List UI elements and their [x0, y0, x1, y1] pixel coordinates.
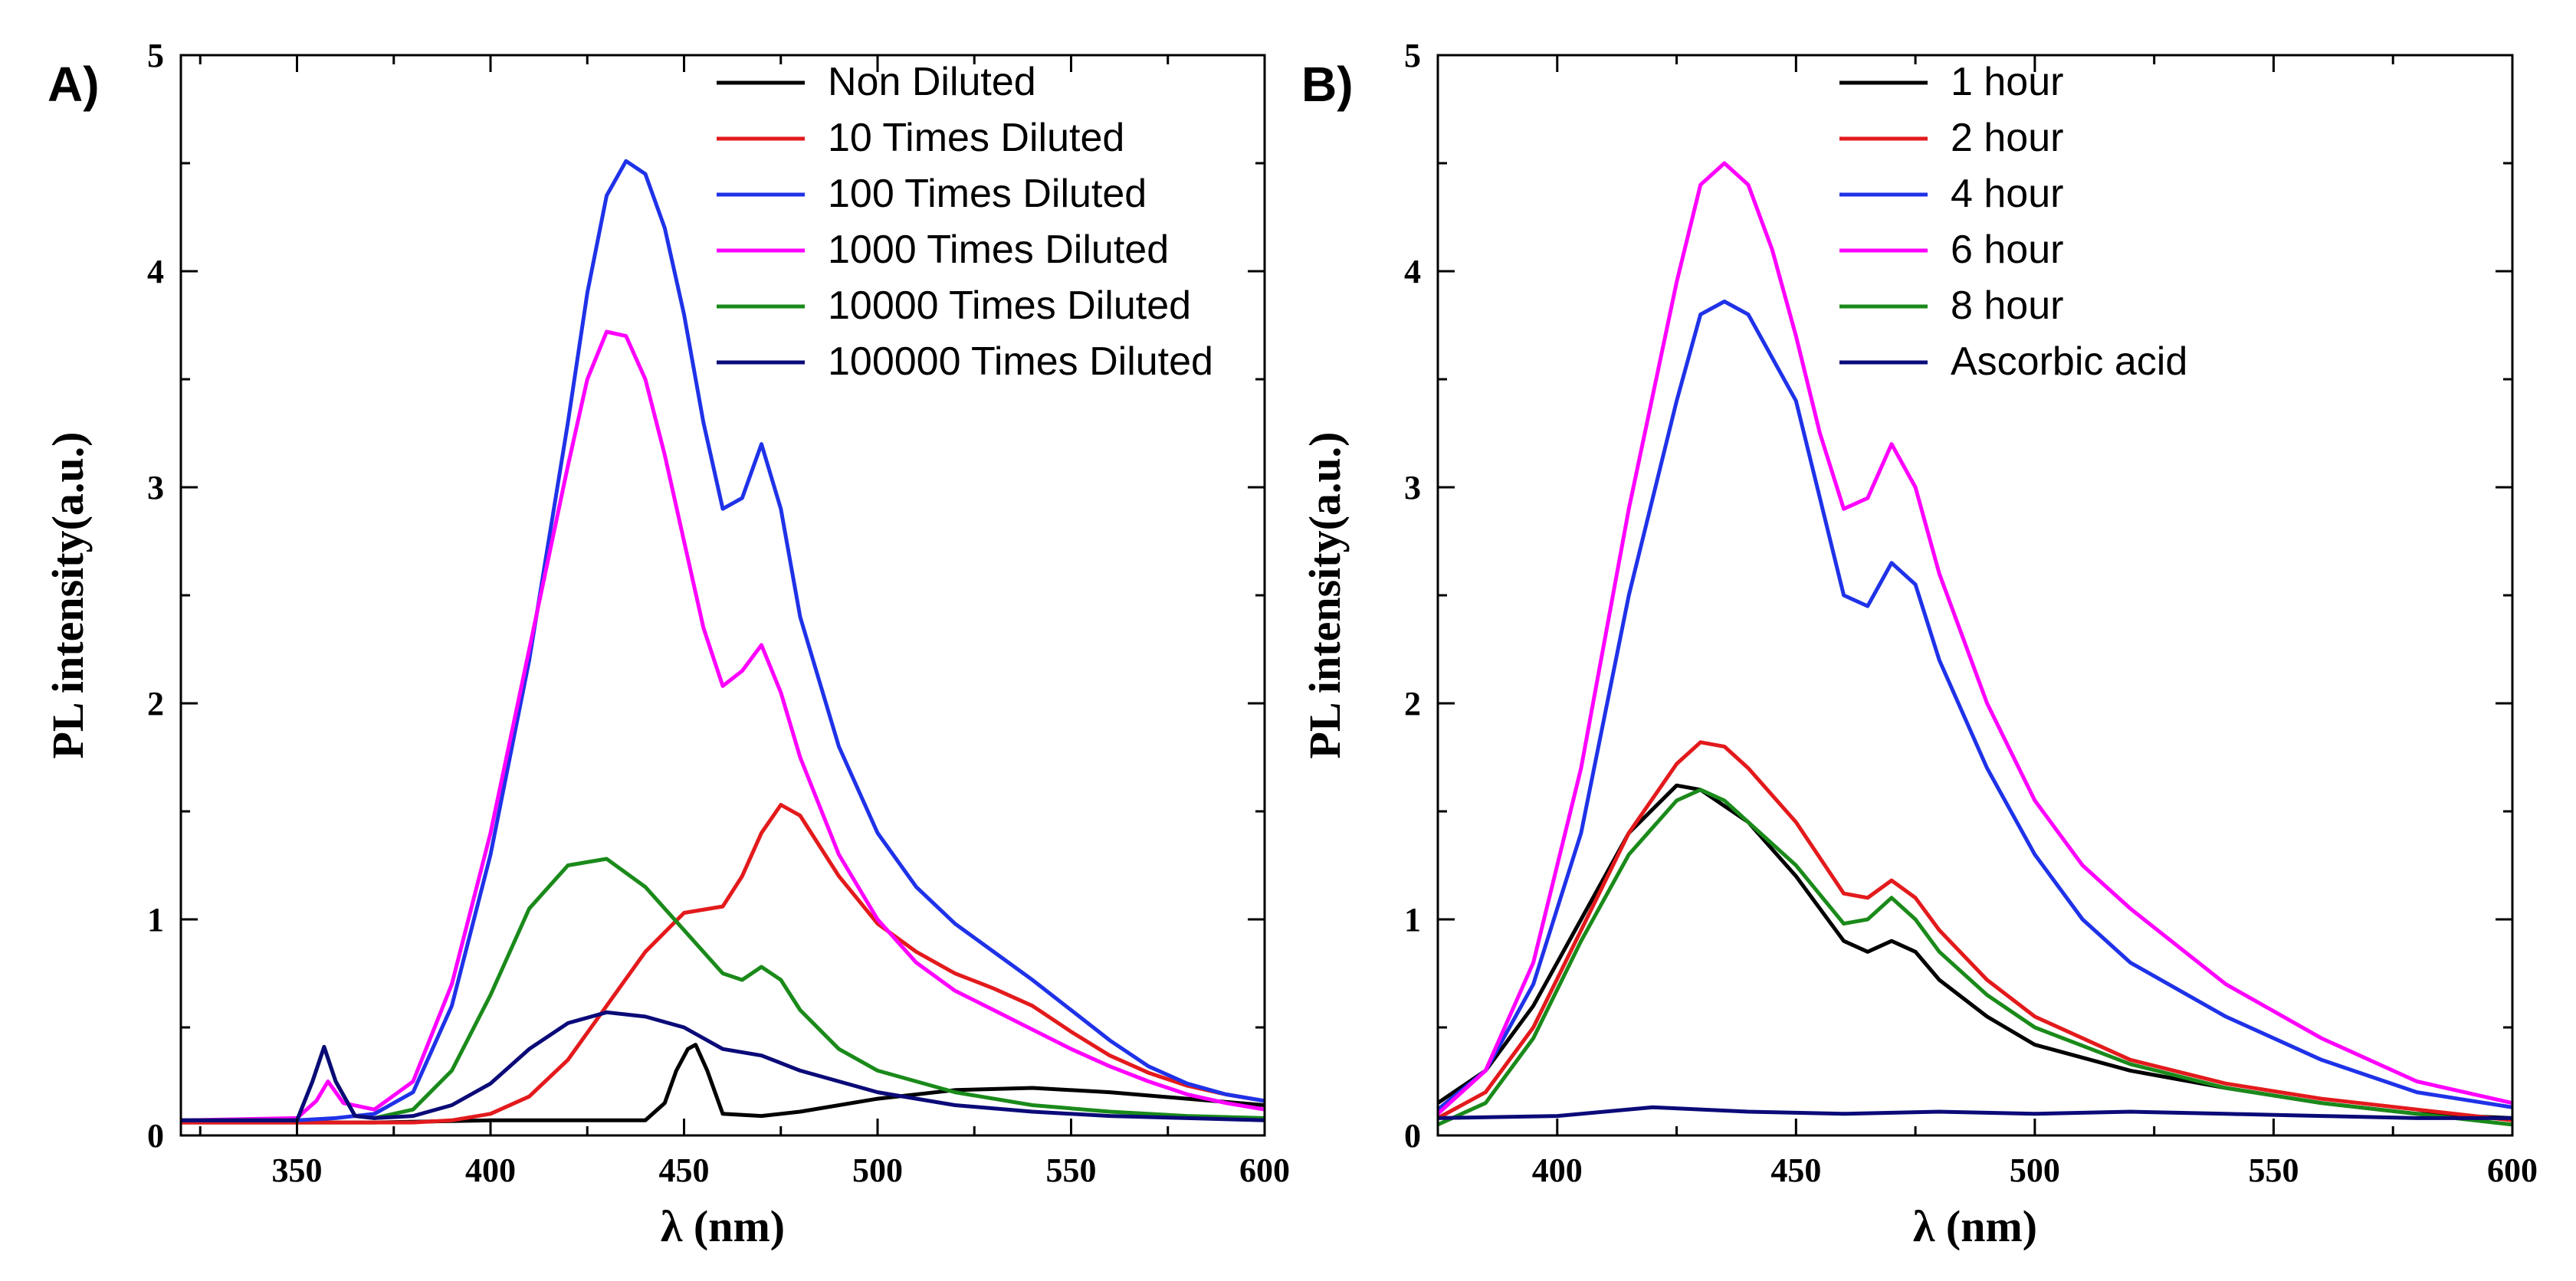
x-axis-title: λ (nm): [661, 1201, 785, 1251]
legend-label-1-hour: 1 hour: [1951, 60, 2063, 104]
x-tick-label: 350: [272, 1152, 323, 1189]
y-tick-label: 3: [147, 469, 164, 506]
x-axis-title: λ (nm): [1913, 1201, 2037, 1251]
y-tick-label: 5: [1404, 37, 1421, 74]
series-line-100-times-diluted: [181, 159, 1265, 1122]
x-tick-label: 550: [1046, 1152, 1097, 1189]
series-line-2-hour: [1438, 740, 2512, 1122]
legend-label-4-hour: 4 hour: [1951, 172, 2063, 216]
y-tick-label: 1: [147, 901, 164, 939]
x-tick-label: 500: [852, 1152, 903, 1189]
series-line-10-times-diluted: [181, 803, 1265, 1125]
legend-label-non-diluted: Non Diluted: [828, 60, 1036, 104]
y-axis-title: PL intensity(a.u.): [1300, 432, 1350, 759]
series-line-8-hour: [1438, 788, 2512, 1127]
panel-a: 350 400 450 500 550 600 0 1 2 3 4 5 λ (nm) PL intensi…: [43, 37, 1290, 1251]
legend-label-ascorbic-acid: Ascorbic acid: [1951, 339, 2187, 384]
y-tick-label: 2: [1404, 685, 1421, 722]
x-tick-label: 550: [2248, 1152, 2299, 1189]
panel-label: A): [48, 57, 100, 112]
series-group: [181, 159, 1265, 1125]
legend: 1 hour 2 hour 4 hour 6 hour 8 hour Ascorbic a…: [1839, 60, 2187, 384]
plot-frame: [1436, 54, 2514, 1137]
x-tick-label: 600: [1239, 1152, 1290, 1189]
series-line-ascorbic-acid: [1438, 1105, 2512, 1120]
y-tick-label: 4: [1404, 253, 1421, 290]
x-tick-label: 600: [2487, 1152, 2538, 1189]
legend: Non Diluted 10 Times Diluted 100 Times Dil…: [717, 60, 1213, 384]
y-tick-label: 4: [147, 253, 164, 290]
y-tick-label: 0: [1404, 1117, 1421, 1155]
y-tick-label: 1: [1404, 901, 1421, 939]
y-tick-label: 0: [147, 1117, 164, 1155]
series-line-1-hour: [1438, 783, 2512, 1120]
panel-label: B): [1301, 57, 1354, 112]
x-tick-label: 400: [1532, 1152, 1583, 1189]
x-tick-label: 450: [1770, 1152, 1821, 1189]
panel-b: 400 450 500 550 600 0 1 2 3 4 5 λ (nm) PL intensity(…: [1300, 37, 2538, 1251]
y-tick-label: 3: [1404, 469, 1421, 506]
series-line-1000-times-diluted: [181, 329, 1265, 1122]
series-line-non-diluted: [181, 1043, 1265, 1125]
legend-label-1000-times-diluted: 1000 Times Diluted: [828, 228, 1169, 272]
legend-label-8-hour: 8 hour: [1951, 283, 2063, 328]
legend-label-100-times-diluted: 100 Times Diluted: [828, 172, 1147, 216]
series-line-4-hour: [1438, 300, 2512, 1112]
series-line-10000-times-diluted: [181, 857, 1265, 1122]
series-line-100000-times-diluted: [181, 1010, 1265, 1122]
x-tick-label: 450: [659, 1152, 710, 1189]
legend-label-2-hour: 2 hour: [1951, 116, 2063, 160]
x-tick-label: 400: [465, 1152, 516, 1189]
y-tick-label: 5: [147, 37, 164, 74]
series-group: [1438, 161, 2512, 1127]
y-tick-label: 2: [147, 685, 164, 722]
x-tick-label: 500: [2010, 1152, 2060, 1189]
series-line-6-hour: [1438, 161, 2512, 1116]
legend-label-10000-times-diluted: 10000 Times Diluted: [828, 283, 1191, 328]
legend-label-100000-times-diluted: 100000 Times Diluted: [828, 339, 1213, 384]
legend-label-6-hour: 6 hour: [1951, 228, 2063, 272]
y-axis-title: PL intensity(a.u.): [43, 432, 93, 759]
legend-label-10-times-diluted: 10 Times Diluted: [828, 116, 1124, 160]
